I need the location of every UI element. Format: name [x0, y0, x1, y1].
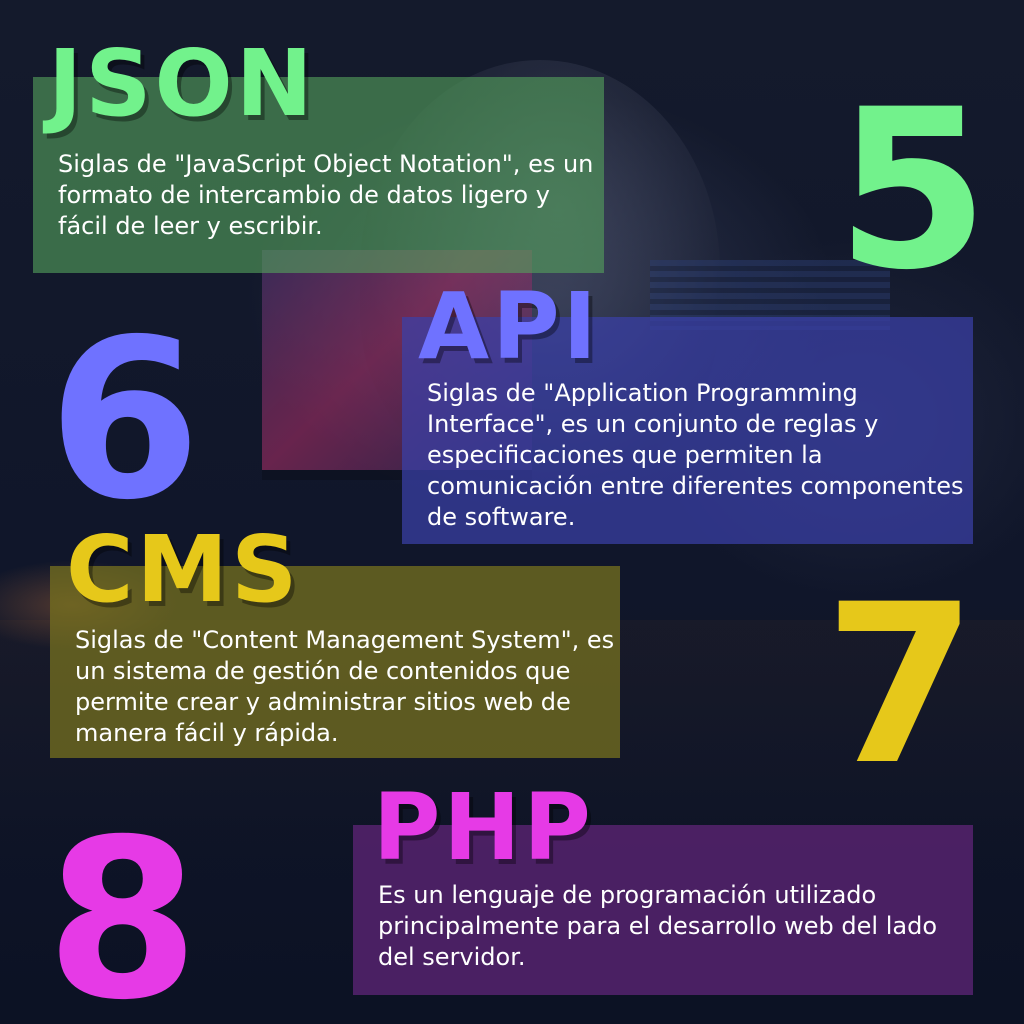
number-5: 5: [836, 62, 990, 318]
api-title: API: [418, 273, 600, 380]
php-card-panel: [353, 825, 973, 995]
json-card-panel: [33, 77, 604, 273]
php-description: Es un lenguaje de programación utilizado…: [378, 881, 937, 971]
cms-description: Siglas de "Content Management System", e…: [75, 626, 615, 747]
php-title: PHP: [373, 774, 594, 881]
number-8: 8: [46, 792, 200, 1024]
api-card-panel: [402, 317, 973, 544]
cms-card-panel: [50, 566, 620, 758]
json-description: Siglas de "JavaScript Object Notation", …: [58, 150, 594, 240]
number-7: 7: [824, 557, 978, 813]
json-title: JSON: [48, 30, 316, 137]
number-6: 6: [48, 292, 202, 548]
api-description: Siglas de "Application Programming Inter…: [427, 379, 964, 531]
cms-title: CMS: [66, 516, 301, 623]
